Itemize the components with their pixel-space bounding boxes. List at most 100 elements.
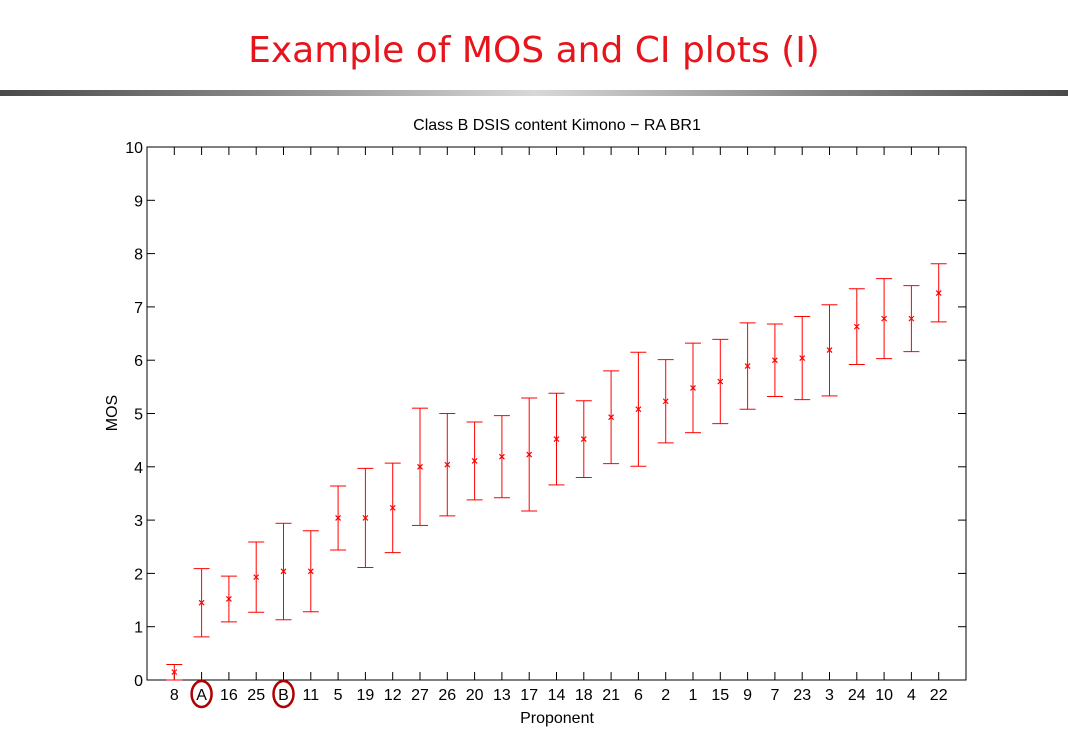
y-tick-label: 3 (134, 513, 143, 530)
x-tick-label: 25 (247, 687, 265, 704)
axis-ticks (147, 146, 966, 681)
mos-marker-stroke-b (253, 574, 260, 581)
x-tick-label: 19 (357, 687, 375, 704)
x-tick-label: 9 (743, 687, 752, 704)
y-tick-label: 2 (134, 566, 143, 583)
y-tick-label: 4 (134, 460, 143, 477)
x-tick-label: 4 (907, 687, 916, 704)
mos-point-3 (821, 304, 838, 397)
mos-marker-stroke-b (608, 414, 615, 421)
mos-marker-stroke-b (553, 436, 560, 443)
mos-point-5 (330, 485, 347, 551)
x-tick-label: 11 (302, 687, 319, 704)
x-tick-label: 18 (575, 687, 593, 704)
mos-marker-stroke-b (417, 463, 423, 470)
mos-marker-stroke-b (198, 599, 205, 606)
y-tick-label: 7 (134, 300, 143, 317)
mos-marker-stroke-b (580, 436, 587, 443)
mos-point-2 (657, 359, 674, 444)
y-tick-label: 8 (134, 247, 143, 264)
mos-point-6 (630, 351, 647, 467)
mos-point-24 (848, 288, 865, 365)
title-divider (0, 90, 1068, 96)
mos-marker-stroke-b (771, 357, 778, 364)
x-tick-label: 15 (711, 687, 729, 704)
x-tick-label: 27 (411, 687, 429, 704)
x-tick-label: 26 (438, 687, 456, 704)
mos-marker-stroke-b (280, 568, 287, 575)
mos-marker-stroke-b (690, 384, 696, 391)
x-tick-label: 13 (493, 687, 511, 704)
mos-marker-stroke-b (908, 315, 915, 322)
mos-point-18 (575, 400, 592, 478)
mos-marker-stroke-b (635, 406, 642, 413)
mos-marker-stroke-b (471, 458, 478, 464)
x-tick-label: 14 (548, 687, 566, 704)
data-marks (166, 263, 947, 681)
x-tick-label: 8 (170, 687, 179, 704)
x-axis-label: Proponent (520, 710, 594, 727)
mos-point-10 (876, 278, 893, 360)
mos-marker-stroke-b (362, 515, 369, 521)
mos-marker-stroke-b (853, 323, 860, 330)
highlight-circle-A (190, 679, 213, 709)
x-tick-label: 24 (848, 687, 866, 704)
x-tick-label: 22 (930, 687, 948, 704)
mos-ci-chart: Class B DSIS content Kimono − RA BR1 012… (104, 117, 967, 727)
highlight-circle-B (272, 679, 295, 709)
x-tick-label: 21 (602, 687, 620, 704)
mos-point-14 (548, 392, 565, 486)
mos-point-1 (685, 342, 701, 434)
x-tick-label: A (196, 687, 207, 704)
x-tick-label: 7 (770, 687, 779, 704)
mos-point-19 (357, 467, 374, 569)
y-tick-label: 1 (134, 620, 143, 637)
y-tick-label: 6 (134, 353, 143, 370)
x-tick-labels: 8 A 16 25 B 11 5 19 12 27 26 20 13 17 14 18 21 6 2 1 15 9 7 23 3… (170, 687, 948, 704)
mos-marker-stroke-b (881, 315, 888, 322)
mos-point-12 (384, 462, 401, 554)
y-tick-label: 0 (134, 673, 143, 690)
mos-point-13 (493, 415, 510, 499)
mos-point-B (275, 522, 292, 621)
mos-point-26 (439, 413, 456, 517)
mos-marker-stroke-b (444, 461, 451, 468)
x-tick-label: 6 (634, 687, 643, 704)
x-tick-label: 3 (825, 687, 834, 704)
mos-point-25 (248, 541, 265, 613)
y-tick-label: 9 (134, 193, 143, 210)
slide-title: Example of MOS and CI plots (I) (248, 30, 820, 71)
x-tick-label: 12 (384, 687, 402, 704)
mos-point-11 (302, 530, 319, 613)
mos-marker-stroke-b (526, 451, 533, 458)
x-tick-label: 17 (520, 687, 538, 704)
y-tick-label: 5 (134, 407, 143, 424)
mos-marker-stroke-b (662, 398, 669, 405)
mos-marker-stroke-b (307, 568, 314, 575)
highlight-circles (190, 679, 295, 709)
y-tick-labels: 0 1 2 3 4 5 6 7 8 9 10 (125, 140, 143, 690)
x-tick-label: 5 (334, 687, 343, 704)
mos-point-15 (712, 338, 729, 425)
mos-marker-stroke-b (389, 504, 396, 511)
x-tick-label: 10 (875, 687, 893, 704)
mos-marker-stroke-b (717, 378, 724, 385)
chart-title: Class B DSIS content Kimono − RA BR1 (413, 117, 701, 134)
x-tick-label: 23 (793, 687, 811, 704)
mos-point-23 (794, 315, 811, 401)
mos-point-9 (739, 322, 756, 410)
mos-point-16 (220, 575, 237, 623)
mos-marker-stroke-b (799, 355, 806, 361)
mos-point-22 (930, 263, 947, 323)
mos-point-8 (166, 664, 183, 681)
mos-marker-stroke-b (498, 453, 505, 460)
mos-point-17 (521, 397, 538, 512)
mos-marker-stroke-b (225, 596, 232, 602)
x-tick-label: 2 (661, 687, 670, 704)
x-tick-label: 16 (220, 687, 238, 704)
mos-point-21 (603, 370, 620, 465)
mos-point-27 (412, 407, 428, 526)
mos-point-4 (903, 285, 920, 353)
x-tick-label: 20 (466, 687, 484, 704)
mos-marker-stroke-b (744, 363, 751, 369)
